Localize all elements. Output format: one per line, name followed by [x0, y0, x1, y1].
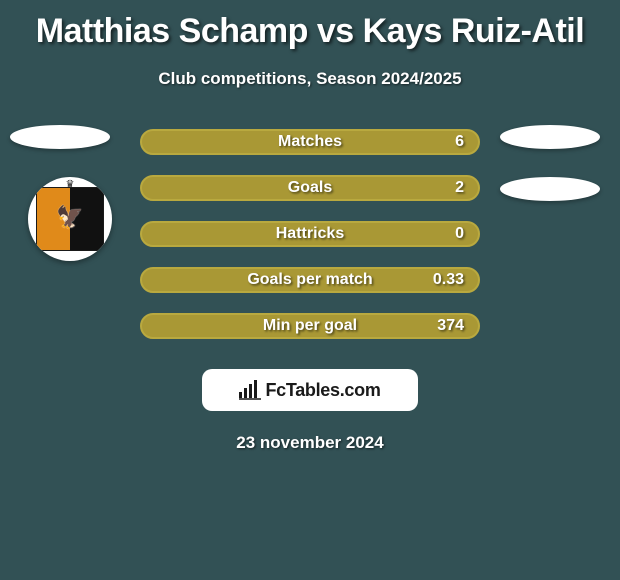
- stat-value: 374: [437, 317, 464, 335]
- stat-bar: Goals 2: [140, 175, 480, 201]
- page-subtitle: Club competitions, Season 2024/2025: [0, 69, 620, 89]
- page-title: Matthias Schamp vs Kays Ruiz-Atil: [0, 0, 620, 51]
- stat-bar: Hattricks 0: [140, 221, 480, 247]
- eagle-icon: 🦅: [56, 205, 83, 231]
- infographic-date: 23 november 2024: [0, 433, 620, 453]
- placeholder-ellipse-right-1: [500, 125, 600, 149]
- fctables-logo-box: FcTables.com: [202, 369, 418, 411]
- comparison-infographic: Matthias Schamp vs Kays Ruiz-Atil Club c…: [0, 0, 620, 580]
- stat-bar: Matches 6: [140, 129, 480, 155]
- stat-label: Matches: [142, 133, 478, 151]
- stat-label: Goals per match: [142, 271, 478, 289]
- stat-label: Goals: [142, 179, 478, 197]
- placeholder-ellipse-right-2: [500, 177, 600, 201]
- fctables-logo-text: FcTables.com: [265, 380, 380, 401]
- stat-bar: Min per goal 374: [140, 313, 480, 339]
- stat-label: Hattricks: [142, 225, 478, 243]
- stat-label: Min per goal: [142, 317, 478, 335]
- placeholder-ellipse-left: [10, 125, 110, 149]
- content-area: ♛ 🦅 Matches 6 Goals 2 Hattricks 0 Goals …: [0, 129, 620, 453]
- crest-shield: 🦅: [36, 187, 104, 251]
- stat-value: 0: [455, 225, 464, 243]
- bar-chart-icon: [239, 380, 261, 400]
- stat-value: 2: [455, 179, 464, 197]
- club-crest: ♛ 🦅: [28, 177, 112, 261]
- stat-value: 0.33: [433, 271, 464, 289]
- stat-value: 6: [455, 133, 464, 151]
- stat-bar: Goals per match 0.33: [140, 267, 480, 293]
- stat-bars: Matches 6 Goals 2 Hattricks 0 Goals per …: [140, 129, 480, 339]
